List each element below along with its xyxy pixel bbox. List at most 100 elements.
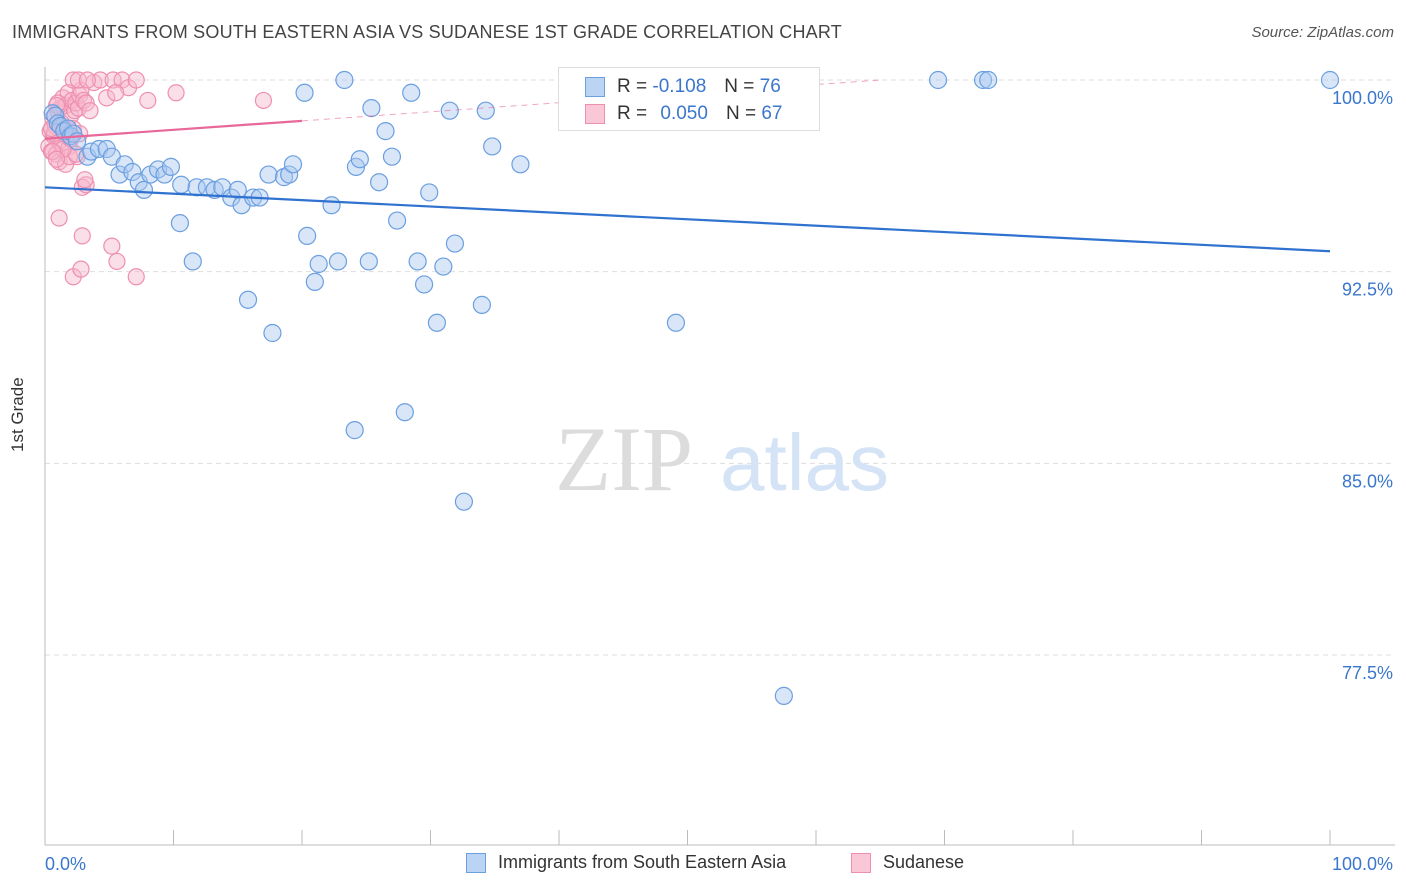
legend-n-value: 76	[759, 76, 781, 97]
sea-point	[335, 70, 354, 90]
sudanese-point	[64, 71, 82, 89]
sea-point	[123, 162, 142, 182]
sea-point	[414, 275, 434, 294]
x-tick-label: 0.0%	[45, 854, 86, 874]
gridlines	[45, 79, 1395, 656]
sea-point	[134, 180, 154, 199]
sudanese-point	[103, 237, 121, 255]
legend-r-label: R =	[617, 103, 648, 124]
y-axis-label: 1st Grade	[8, 377, 27, 452]
sea-point	[359, 252, 378, 271]
legend-row-sea: R = -0.108 N = 76	[585, 76, 781, 98]
sea-point	[472, 295, 491, 314]
sudanese-point	[67, 145, 85, 163]
sea-point	[263, 323, 282, 343]
sea-point	[298, 226, 317, 245]
sea-point	[274, 168, 294, 187]
sea-point	[427, 313, 447, 332]
legend-n-value: 67	[761, 103, 783, 124]
sudanese-point	[72, 260, 90, 278]
sea-point	[973, 70, 993, 90]
sea-point	[309, 254, 328, 274]
bottom-legend-sudanese: Sudanese	[851, 852, 964, 873]
bottom-swatch-blue	[466, 852, 486, 873]
legend-n-label: N =	[725, 103, 757, 124]
sea-point	[774, 686, 793, 705]
sudanese-point	[47, 150, 66, 168]
legend-r-value: 0.050	[660, 103, 708, 124]
y-tick-label: 100.0%	[1332, 88, 1393, 108]
y-tick-label: 92.5%	[1342, 280, 1393, 300]
sea-points	[43, 70, 1340, 705]
sea-point	[228, 180, 247, 199]
sea-point	[238, 290, 258, 309]
bottom-legend-label: Sudanese	[883, 852, 965, 872]
sea-point	[115, 155, 134, 174]
sea-point	[395, 403, 414, 422]
sea-point	[161, 157, 181, 176]
sea-point	[322, 196, 341, 215]
bottom-swatch-pink	[851, 852, 871, 873]
bottom-legend-sea: Immigrants from South Eastern Asia	[466, 852, 786, 873]
sea-point	[362, 99, 381, 118]
sea-point	[408, 252, 427, 271]
sea-point	[328, 252, 348, 271]
sudanese-point	[50, 209, 68, 227]
sea-point	[1320, 70, 1340, 90]
sudanese-point	[139, 91, 157, 110]
sudanese-point	[167, 84, 185, 102]
sea-point	[183, 252, 202, 271]
sudanese-point	[254, 91, 273, 110]
sea-point	[476, 101, 495, 120]
correlation-legend: R = -0.108 N = 76 R = 0.050 N = 67	[558, 67, 820, 131]
sudanese-point	[108, 252, 126, 271]
legend-swatch-blue	[585, 77, 605, 97]
sea-point	[280, 165, 299, 184]
sea-point	[511, 155, 530, 174]
sea-point	[420, 183, 439, 202]
sea-point	[376, 122, 395, 141]
tick-labels: 100.0% 92.5% 85.0% 77.5% 0.0% 100.0%	[45, 88, 1393, 874]
axes	[44, 67, 1395, 846]
sudanese-point	[104, 71, 122, 89]
sea-point	[259, 165, 278, 184]
sea-point	[382, 147, 402, 166]
watermark-zip: ZIP	[555, 408, 693, 510]
sudanese-point	[78, 71, 97, 89]
legend-swatch-pink	[585, 104, 605, 124]
sea-point	[434, 257, 453, 276]
sea-point	[350, 150, 369, 169]
legend-r-value: -0.108	[652, 76, 707, 97]
legend-n-label: N =	[724, 76, 755, 97]
sea-point	[402, 83, 421, 102]
sea-trend-line	[44, 186, 1331, 253]
sudanese-point	[98, 89, 116, 107]
bottom-legend-label: Immigrants from South Eastern Asia	[498, 852, 787, 872]
sea-point	[483, 137, 502, 156]
y-tick-label: 85.0%	[1342, 471, 1393, 491]
x-tick-label: 100.0%	[1332, 854, 1393, 874]
sudanese-point	[69, 71, 88, 89]
sea-point	[305, 272, 324, 291]
sudanese-point	[91, 71, 109, 89]
sudanese-point	[107, 84, 125, 102]
sea-point	[283, 155, 303, 174]
sudanese-point	[74, 91, 93, 110]
legend-r-label: R =	[617, 76, 648, 97]
sea-point	[370, 173, 389, 192]
sudanese-point	[127, 71, 145, 89]
source-label: Source: ZipAtlas.com	[1251, 24, 1394, 41]
y-tick-label: 77.5%	[1342, 663, 1393, 683]
sudanese-trend-line	[44, 119, 303, 140]
chart-title: IMMIGRANTS FROM SOUTH EASTERN ASIA VS SU…	[12, 22, 842, 42]
sea-point	[295, 83, 314, 102]
sudanese-point	[73, 227, 91, 245]
sea-point	[170, 214, 190, 233]
sea-point	[666, 313, 686, 332]
sea-point	[928, 70, 948, 90]
sudanese-point	[127, 268, 145, 286]
sea-point	[172, 175, 191, 194]
sudanese-point	[81, 102, 99, 120]
watermark-atlas: atlas	[720, 418, 889, 507]
